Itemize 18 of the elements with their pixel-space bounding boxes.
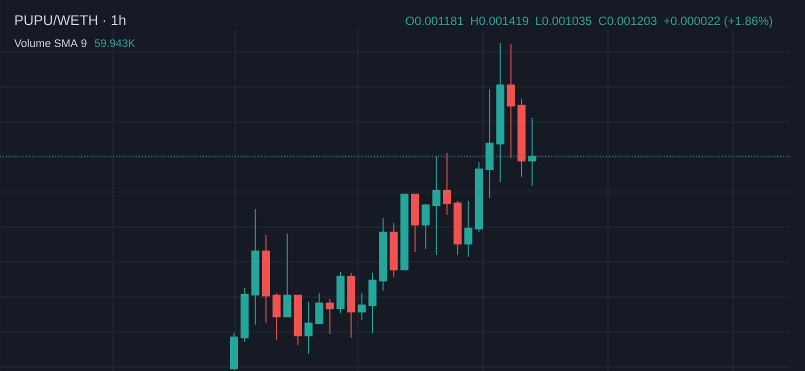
candlestick: [283, 233, 292, 318]
text: 59.943K: [94, 39, 136, 48]
candlestick: [326, 298, 334, 335]
candlestick: [272, 292, 281, 340]
text: C0.001203: [598, 16, 657, 26]
candlestick: [506, 43, 515, 159]
text: +0.000022 (+1.86%): [664, 16, 772, 28]
text: L0.001035: [536, 16, 592, 26]
candlestick: [315, 292, 324, 324]
candlestick: [304, 301, 313, 354]
candlestick: [358, 292, 366, 320]
text: Volume SMA 9: [14, 39, 86, 48]
candlestick: [442, 152, 452, 216]
candlestick: [464, 200, 472, 258]
text: PUPU/WETH · 1h: [15, 14, 126, 26]
candlestick: [422, 203, 430, 250]
text: O0.001181: [406, 16, 464, 26]
text: H0.001419: [471, 16, 528, 26]
